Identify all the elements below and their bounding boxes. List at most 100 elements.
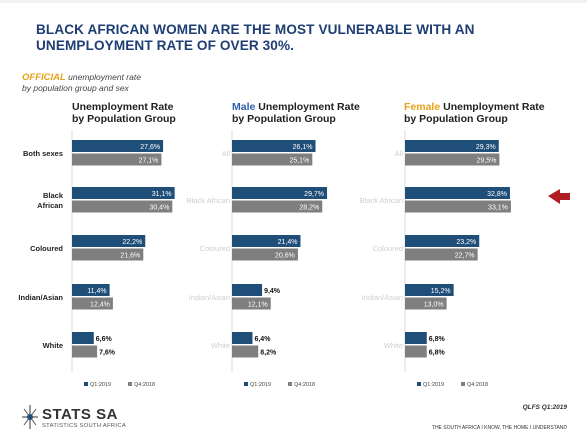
bar-overall-q4-2018 [72, 248, 144, 261]
bar-male-q1-2019 [232, 284, 263, 296]
bar-female-q1-2019 [405, 235, 480, 247]
bar-overall-q1-2019 [72, 284, 110, 296]
category-label-female: Coloured [373, 244, 403, 253]
subtitle-rest: unemployment rate [65, 72, 141, 82]
stats-sa-logo-name: STATS SA [42, 406, 118, 423]
bar-female-q4-2018 [405, 248, 478, 261]
category-label-female: Indian/Asian [362, 293, 403, 302]
stats-sa-logo-icon [22, 405, 38, 429]
bar-female-q4-2018 [405, 153, 500, 166]
bar-male-q1-2019 [232, 140, 316, 152]
report-label: QLFS Q1:2019 [522, 404, 567, 411]
legend-label-overall: Q1:2019 [90, 382, 111, 388]
bar-male-q1-2019 [232, 235, 301, 247]
legend-swatch-male [288, 382, 292, 386]
legend-swatch-female [461, 382, 465, 386]
data-label-male: 9,4% [264, 288, 281, 295]
legend-label-male: Q4:2018 [294, 382, 315, 388]
data-label-female: 32,8% [487, 191, 507, 198]
bar-female-q4-2018 [405, 297, 447, 310]
data-label-male: 26,1% [293, 144, 313, 151]
category-label-male: All [222, 149, 231, 158]
bar-overall-q1-2019 [72, 140, 164, 152]
data-label-overall: 6,6% [96, 336, 113, 343]
bar-male-q1-2019 [232, 332, 253, 344]
data-label-male: 25,1% [289, 158, 309, 165]
category-label-overall: Both sexes [23, 149, 63, 158]
legend-label-female: Q1:2019 [423, 382, 444, 388]
legend-swatch-overall [128, 382, 132, 386]
category-label-overall: Coloured [30, 244, 63, 253]
data-label-overall: 27,1% [139, 158, 159, 165]
bar-female-q4-2018 [405, 345, 427, 358]
chart-subtitle: OFFICIAL unemployment rate by population… [22, 72, 141, 93]
data-label-male: 28,2% [299, 205, 319, 212]
panel-title-female-line2: by Population Group [404, 113, 508, 125]
data-label-female: 33,1% [488, 205, 508, 212]
top-bar [0, 0, 587, 3]
bar-male-q4-2018 [232, 200, 323, 213]
data-label-overall: 22,2% [122, 239, 142, 246]
data-label-overall: 31,1% [152, 191, 172, 198]
data-label-male: 20,6% [275, 253, 295, 260]
data-label-overall: 27,6% [140, 144, 160, 151]
bar-overall-q4-2018 [72, 200, 173, 213]
panel-title-female-highlight: Female [404, 101, 441, 113]
bar-overall-q1-2019 [72, 332, 94, 344]
data-label-male: 8,2% [260, 350, 277, 357]
bar-male-q4-2018 [232, 153, 313, 166]
category-label-female: Black African [360, 196, 403, 205]
legend-label-overall: Q4:2018 [134, 382, 155, 388]
data-label-female: 6,8% [429, 336, 446, 343]
bar-male-q4-2018 [232, 248, 298, 261]
bar-female-q1-2019 [405, 284, 454, 296]
data-label-male: 21,4% [278, 239, 298, 246]
category-label-male: Indian/Asian [189, 293, 230, 302]
panel-title-overall: Unemployment Rate by Population Group [72, 101, 176, 125]
data-label-female: 13,0% [424, 302, 444, 309]
bar-overall-q4-2018 [72, 297, 113, 310]
category-label-male: Coloured [200, 244, 230, 253]
panel-title-overall-line2: by Population Group [72, 113, 176, 125]
subtitle-line2: by population group and sex [22, 83, 129, 93]
category-label-overall: Indian/Asian [18, 293, 63, 302]
data-label-female: 29,3% [476, 144, 496, 151]
data-label-overall: 21,6% [120, 253, 140, 260]
data-label-female: 15,2% [431, 288, 451, 295]
bar-male-q4-2018 [232, 345, 259, 358]
bar-overall-q1-2019 [72, 235, 146, 247]
bar-female-q1-2019 [405, 332, 427, 344]
data-label-male: 6,4% [254, 336, 271, 343]
bar-overall-q1-2019 [72, 187, 175, 199]
data-label-male: 12,1% [248, 302, 268, 309]
data-label-overall: 7,6% [99, 350, 116, 357]
category-label-male: Black African [187, 196, 230, 205]
bar-female-q4-2018 [405, 200, 511, 213]
legend-swatch-female [417, 382, 421, 386]
highlight-arrow-icon [548, 189, 570, 204]
category-label-overall: Black [43, 191, 64, 200]
panel-title-male-line1: Unemployment Rate [258, 101, 360, 113]
legend-label-male: Q1:2019 [250, 382, 271, 388]
bar-male-q4-2018 [232, 297, 271, 310]
slogan: THE SOUTH AFRICA I KNOW, THE HOME I UNDE… [431, 425, 567, 431]
bar-overall-q4-2018 [72, 153, 162, 166]
panel-title-male-highlight: Male [232, 101, 256, 113]
data-label-overall: 11,4% [87, 288, 106, 295]
panel-title-male: Male Unemployment Rate by Population Gro… [232, 101, 360, 125]
legend-swatch-male [244, 382, 248, 386]
category-label-male: White [211, 341, 230, 350]
category-label-overall: White [43, 341, 63, 350]
data-label-female: 6,8% [429, 350, 446, 357]
bar-male-q1-2019 [232, 187, 328, 199]
data-label-female: 22,7% [455, 253, 475, 260]
page-title: BLACK AFRICAN WOMEN ARE THE MOST VULNERA… [36, 22, 475, 53]
data-label-female: 23,2% [456, 239, 476, 246]
subtitle-highlight: OFFICIAL [22, 72, 66, 83]
category-label-overall: African [37, 201, 63, 210]
data-label-overall: 12,4% [90, 302, 110, 309]
panel-title-female-line1: Unemployment Rate [443, 101, 545, 113]
category-label-female: White [384, 341, 403, 350]
bar-female-q1-2019 [405, 187, 510, 199]
